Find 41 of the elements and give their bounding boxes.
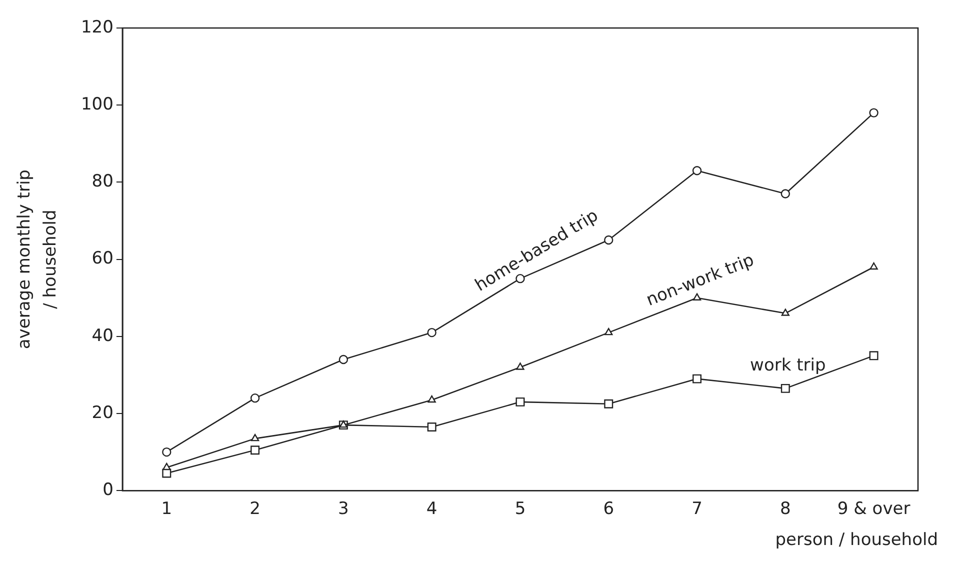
point (781, 308, 790, 316)
point (780, 384, 790, 393)
point (162, 447, 172, 457)
y-tick-label: 120 (80, 17, 114, 38)
point (604, 235, 614, 245)
point (338, 354, 348, 364)
x-tick-label: 9 & over (837, 499, 910, 520)
point (604, 328, 613, 336)
point (162, 462, 171, 470)
point (692, 166, 702, 176)
y-tick-label: 40 (92, 326, 114, 346)
x-axis-title: person / household (775, 530, 938, 550)
x-tick-label: 1 (161, 499, 172, 520)
point (250, 393, 260, 403)
x-tick-label: 7 (692, 499, 702, 520)
point (516, 397, 525, 406)
x-tick-label: 8 (780, 499, 791, 520)
point (428, 395, 436, 403)
x-tick-label: 2 (250, 499, 260, 520)
point (427, 422, 436, 432)
y-tick-label: 60 (92, 248, 114, 269)
point (692, 374, 702, 384)
x-tick-label: 6 (603, 499, 614, 520)
y-tick-label: 0 (102, 480, 114, 500)
point (869, 351, 878, 360)
point (780, 189, 790, 198)
point (604, 399, 614, 408)
x-tick-label: 3 (338, 499, 349, 520)
x-tick-label: 5 (514, 499, 526, 520)
x-tick-label: 4 (426, 499, 438, 520)
point (250, 446, 260, 455)
series-label: work trip (750, 356, 826, 376)
y-tick-label: 20 (92, 402, 114, 423)
point (870, 262, 878, 270)
point (250, 434, 260, 442)
point (516, 362, 524, 370)
y-axis-title: average monthly trip / household (14, 170, 60, 350)
point (427, 328, 436, 338)
point (869, 108, 878, 118)
y-tick-label: 100 (80, 94, 114, 115)
y-tick-label: 80 (92, 172, 114, 192)
